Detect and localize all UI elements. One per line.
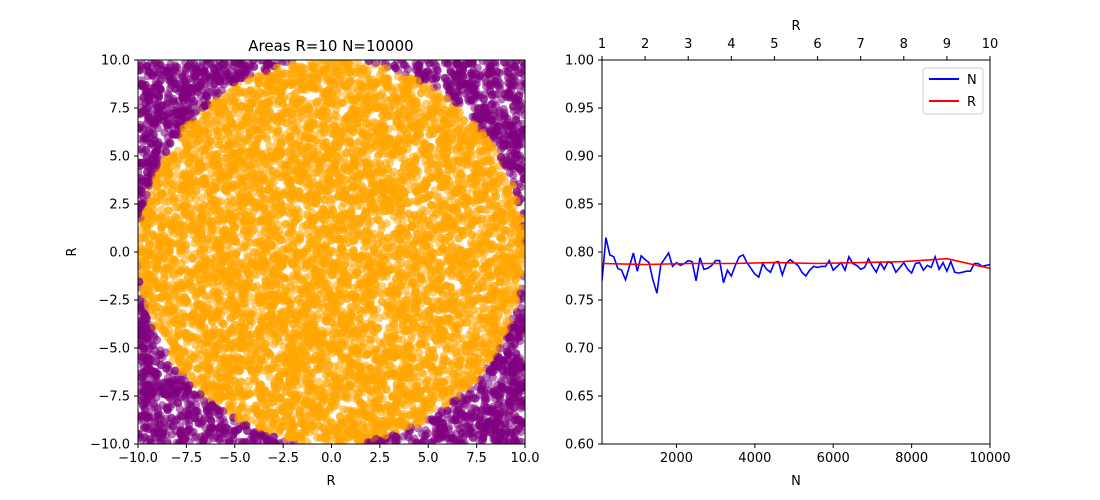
- scatter-point-inside: [353, 60, 362, 67]
- scatter-point-outside: [499, 105, 508, 114]
- scatter-point-outside: [152, 335, 162, 345]
- scatter-point-inside: [339, 405, 348, 414]
- scatter-point-inside: [317, 299, 326, 308]
- scatter-point-inside: [477, 271, 487, 280]
- scatter-point-inside: [157, 205, 167, 214]
- scatter-point-outside: [371, 60, 380, 67]
- scatter-points: [138, 60, 525, 444]
- scatter-subplot: Areas R=10 N=10000 −10.0 −7.5 −5.0 −2.5 0.0 2…: [65, 37, 539, 489]
- scatter-point-inside: [462, 310, 471, 319]
- scatter-point-inside: [375, 159, 385, 168]
- scatter-title: Areas R=10 N=10000: [248, 37, 413, 55]
- scatter-point-inside: [500, 178, 510, 187]
